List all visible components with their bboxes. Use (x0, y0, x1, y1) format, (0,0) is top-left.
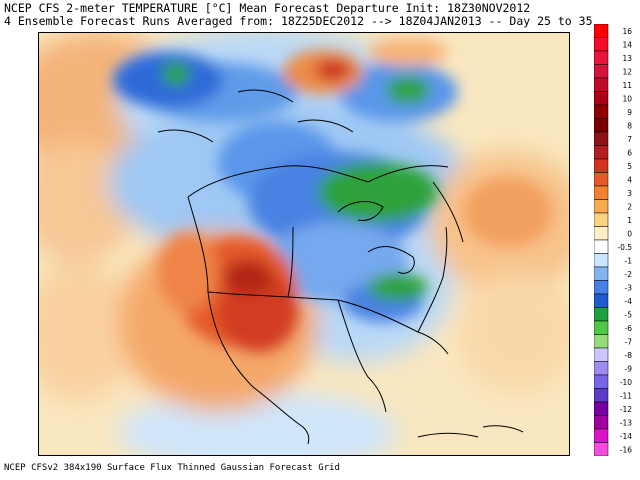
legend-swatch (594, 145, 609, 160)
legend-swatch (594, 158, 609, 173)
legend-label: 7 (627, 135, 632, 144)
legend-label: 14 (622, 41, 632, 50)
legend-swatch (594, 428, 609, 443)
legend-swatch (594, 347, 609, 362)
legend-label: -0.5 (617, 243, 632, 252)
legend-swatch (594, 374, 609, 389)
legend-label: -7 (625, 338, 633, 347)
legend-swatch (594, 37, 609, 52)
legend-label: 13 (622, 54, 632, 63)
legend-swatch (594, 118, 609, 133)
legend-swatch (594, 266, 609, 281)
legend-swatch (594, 104, 609, 119)
legend-swatch (594, 293, 609, 308)
legend-label: -11 (620, 392, 632, 401)
legend-label: 5 (627, 162, 632, 171)
legend-swatch (594, 185, 609, 200)
legend-label: 3 (627, 189, 632, 198)
legend-swatch (594, 320, 609, 335)
legend-swatch (594, 361, 609, 376)
legend-label: -5 (625, 311, 633, 320)
legend-label: -3 (625, 284, 633, 293)
grid-description-footer: NCEP CFSv2 384x190 Surface Flux Thinned … (4, 463, 340, 473)
legend-label: -2 (625, 270, 633, 279)
legend-swatch (594, 50, 609, 65)
legend-swatch (594, 226, 609, 241)
legend-label: -12 (620, 405, 632, 414)
legend-label: -16 (620, 446, 632, 455)
legend-label: -14 (620, 432, 632, 441)
legend-label: 10 (622, 95, 632, 104)
legend-swatch (594, 212, 609, 227)
legend-label: 4 (627, 176, 632, 185)
legend-swatch (594, 334, 609, 349)
legend-label: 6 (627, 149, 632, 158)
legend-label: -8 (625, 351, 633, 360)
map-title-line-1: NCEP CFS 2-meter TEMPERATURE [°C] Mean F… (4, 1, 531, 15)
legend-swatch (594, 442, 609, 456)
legend-swatch (594, 24, 609, 38)
legend-swatch (594, 307, 609, 322)
legend-label: -9 (625, 365, 633, 374)
legend-label: 8 (627, 122, 632, 131)
legend-label: -6 (625, 324, 633, 333)
legend-label: 12 (622, 68, 632, 77)
legend-swatch (594, 64, 609, 79)
legend-swatch (594, 401, 609, 416)
legend-swatch (594, 253, 609, 268)
temperature-anomaly-map (38, 32, 570, 456)
legend-label: 11 (622, 81, 632, 90)
legend-label: 2 (627, 203, 632, 212)
legend-label: 0 (627, 230, 632, 239)
legend-label: 1 (627, 216, 632, 225)
legend-swatch (594, 239, 609, 254)
legend-swatch (594, 77, 609, 92)
legend-swatch (594, 388, 609, 403)
legend-label: 9 (627, 108, 632, 117)
map-frame (38, 32, 570, 456)
legend-swatch (594, 131, 609, 146)
map-title-line-2: 4 Ensemble Forecast Runs Averaged from: … (4, 14, 593, 28)
legend-label: -10 (620, 378, 632, 387)
coastline-outlines (157, 89, 524, 445)
legend-label: -1 (625, 257, 633, 266)
legend-label: -13 (620, 419, 632, 428)
legend-swatch (594, 91, 609, 106)
legend-swatch (594, 415, 609, 430)
legend-swatch (594, 280, 609, 295)
legend-swatch (594, 172, 609, 187)
legend-swatch (594, 199, 609, 214)
legend-label: 16 (622, 27, 632, 36)
color-scale-legend: 1614131211109876543210-0.5-1-2-3-4-5-6-7… (594, 24, 633, 456)
legend-label: -4 (625, 297, 633, 306)
